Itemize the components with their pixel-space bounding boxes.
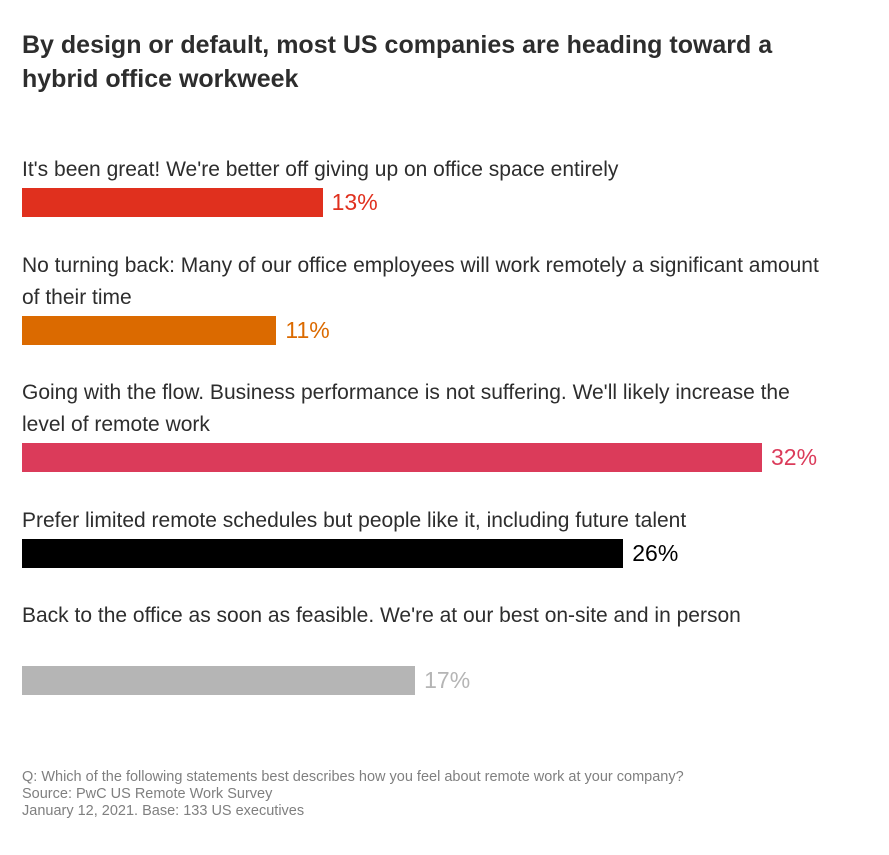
value-label: 11% xyxy=(285,317,330,343)
category-label: Going with the flow. Business performanc… xyxy=(22,381,790,436)
bar xyxy=(22,316,277,345)
footnote-question: Q: Which of the following statements bes… xyxy=(22,769,684,785)
bar xyxy=(22,188,323,217)
chart-title: By design or default, most US companies … xyxy=(22,31,773,93)
value-label: 32% xyxy=(771,444,818,470)
category-label: Prefer limited remote schedules but peop… xyxy=(22,509,687,532)
bar xyxy=(22,666,416,695)
footnote: Q: Which of the following statements bes… xyxy=(22,769,684,820)
value-label: 13% xyxy=(331,189,378,215)
category-label: It's been great! We're better off giving… xyxy=(22,158,619,181)
bar xyxy=(22,443,762,472)
category-label: Back to the office as soon as feasible. … xyxy=(22,604,741,627)
category-label: No turning back: Many of our office empl… xyxy=(22,254,819,309)
bar xyxy=(22,539,624,568)
value-label: 17% xyxy=(424,667,471,693)
footnote-base: January 12, 2021. Base: 133 US executive… xyxy=(22,803,305,819)
value-label: 26% xyxy=(632,540,679,566)
footnote-source: Source: PwC US Remote Work Survey xyxy=(22,786,273,802)
